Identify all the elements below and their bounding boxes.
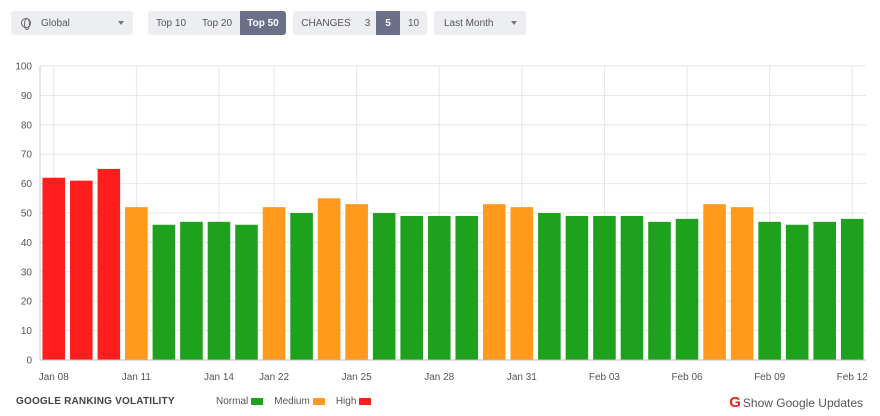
top-50-button[interactable]: Top 50 bbox=[240, 11, 286, 35]
bar bbox=[565, 215, 589, 360]
y-tick-label: 70 bbox=[21, 150, 33, 161]
x-tick-label: Jan 31 bbox=[507, 372, 537, 383]
y-tick-label: 0 bbox=[26, 356, 32, 367]
bar bbox=[813, 221, 836, 360]
changes-label: CHANGES bbox=[301, 17, 351, 29]
bar bbox=[180, 221, 203, 360]
bar bbox=[483, 204, 506, 360]
x-tick-label: Feb 06 bbox=[671, 372, 703, 383]
legend-medium-label: Medium bbox=[274, 396, 310, 407]
x-tick-label: Jan 11 bbox=[122, 372, 152, 383]
x-tick-label: Jan 28 bbox=[424, 372, 454, 383]
volatility-chart: 0 10 20 30 40 50 60 70 80 90 100 Jan 08 Jan 11 Jan 14… bbox=[15, 62, 869, 384]
bar bbox=[455, 215, 479, 360]
bar bbox=[427, 215, 451, 360]
bar bbox=[290, 213, 313, 360]
bar bbox=[207, 221, 231, 360]
y-tick-label: 20 bbox=[21, 297, 33, 308]
x-tick-label: Jan 08 bbox=[39, 372, 69, 383]
legend-high-label: High bbox=[335, 396, 357, 407]
bar bbox=[125, 207, 148, 360]
show-google-updates-label: Show Google Updates bbox=[742, 395, 863, 410]
legend-medium: Medium bbox=[274, 396, 325, 407]
changes-10-button[interactable]: 10 bbox=[407, 17, 420, 29]
y-tick-label: 90 bbox=[21, 91, 33, 102]
bar bbox=[262, 207, 286, 360]
bar bbox=[97, 168, 121, 360]
x-tick-label: Feb 03 bbox=[589, 372, 621, 383]
region-label: Global bbox=[41, 17, 70, 29]
y-tick-label: 60 bbox=[21, 179, 33, 190]
legend-normal: Normal bbox=[216, 396, 264, 407]
y-tick-label: 50 bbox=[21, 209, 33, 220]
bar bbox=[758, 221, 781, 360]
chart-footer: GOOGLE RANKING VOLATILITY Normal Medium … bbox=[0, 394, 880, 411]
bar bbox=[703, 204, 726, 360]
legend-medium-swatch bbox=[312, 398, 325, 405]
top-20-button[interactable]: Top 20 bbox=[201, 17, 233, 29]
filter-toolbar: Global Top 10 Top 20 Top 50 CHANGES 3 5 … bbox=[11, 11, 869, 35]
bar bbox=[620, 215, 644, 360]
google-icon: G bbox=[729, 394, 741, 411]
bar bbox=[840, 218, 864, 360]
y-tick-label: 100 bbox=[15, 62, 32, 73]
top-10-button[interactable]: Top 10 bbox=[155, 17, 187, 29]
bar bbox=[593, 215, 616, 360]
bar bbox=[345, 204, 368, 360]
y-tick-label: 40 bbox=[21, 238, 33, 249]
legend: Normal Medium High bbox=[216, 396, 382, 407]
legend-normal-label: Normal bbox=[216, 396, 249, 407]
bar bbox=[70, 180, 93, 360]
bar bbox=[235, 224, 258, 360]
legend-high-swatch bbox=[359, 398, 372, 405]
x-tick-label: Jan 22 bbox=[259, 372, 289, 383]
bar bbox=[675, 218, 699, 360]
x-tick-label: Feb 09 bbox=[754, 372, 786, 383]
changes-3-button[interactable]: 3 bbox=[364, 17, 371, 29]
bar bbox=[42, 177, 66, 360]
top-selector: Top 10 Top 20 Top 50 bbox=[148, 11, 286, 35]
chart-title: GOOGLE RANKING VOLATILITY bbox=[16, 396, 175, 407]
region-select[interactable]: Global bbox=[11, 11, 133, 35]
changes-selector: CHANGES 3 5 10 bbox=[293, 11, 427, 35]
x-tick-label: Feb 12 bbox=[837, 372, 869, 383]
chevron-down-icon bbox=[118, 21, 124, 25]
y-tick-label: 80 bbox=[21, 120, 33, 131]
chevron-down-icon bbox=[511, 21, 517, 25]
legend-high: High bbox=[336, 396, 372, 407]
bar bbox=[510, 207, 534, 360]
bar bbox=[400, 215, 423, 360]
bar bbox=[730, 207, 754, 360]
period-label: Last Month bbox=[444, 17, 494, 29]
bar bbox=[785, 224, 809, 360]
bar bbox=[152, 224, 176, 360]
period-select[interactable]: Last Month bbox=[434, 11, 526, 35]
globe-icon bbox=[21, 18, 31, 30]
changes-5-button[interactable]: 5 bbox=[376, 11, 400, 35]
bar bbox=[372, 213, 396, 360]
y-tick-label: 30 bbox=[21, 267, 33, 278]
bar bbox=[648, 221, 671, 360]
legend-normal-swatch bbox=[251, 398, 264, 405]
bar bbox=[317, 198, 341, 360]
bar bbox=[538, 213, 561, 360]
show-google-updates-toggle[interactable]: G Show Google Updates bbox=[729, 394, 863, 411]
x-tick-label: Jan 25 bbox=[342, 372, 372, 383]
x-tick-label: Jan 14 bbox=[204, 372, 234, 383]
y-tick-label: 10 bbox=[21, 326, 33, 337]
